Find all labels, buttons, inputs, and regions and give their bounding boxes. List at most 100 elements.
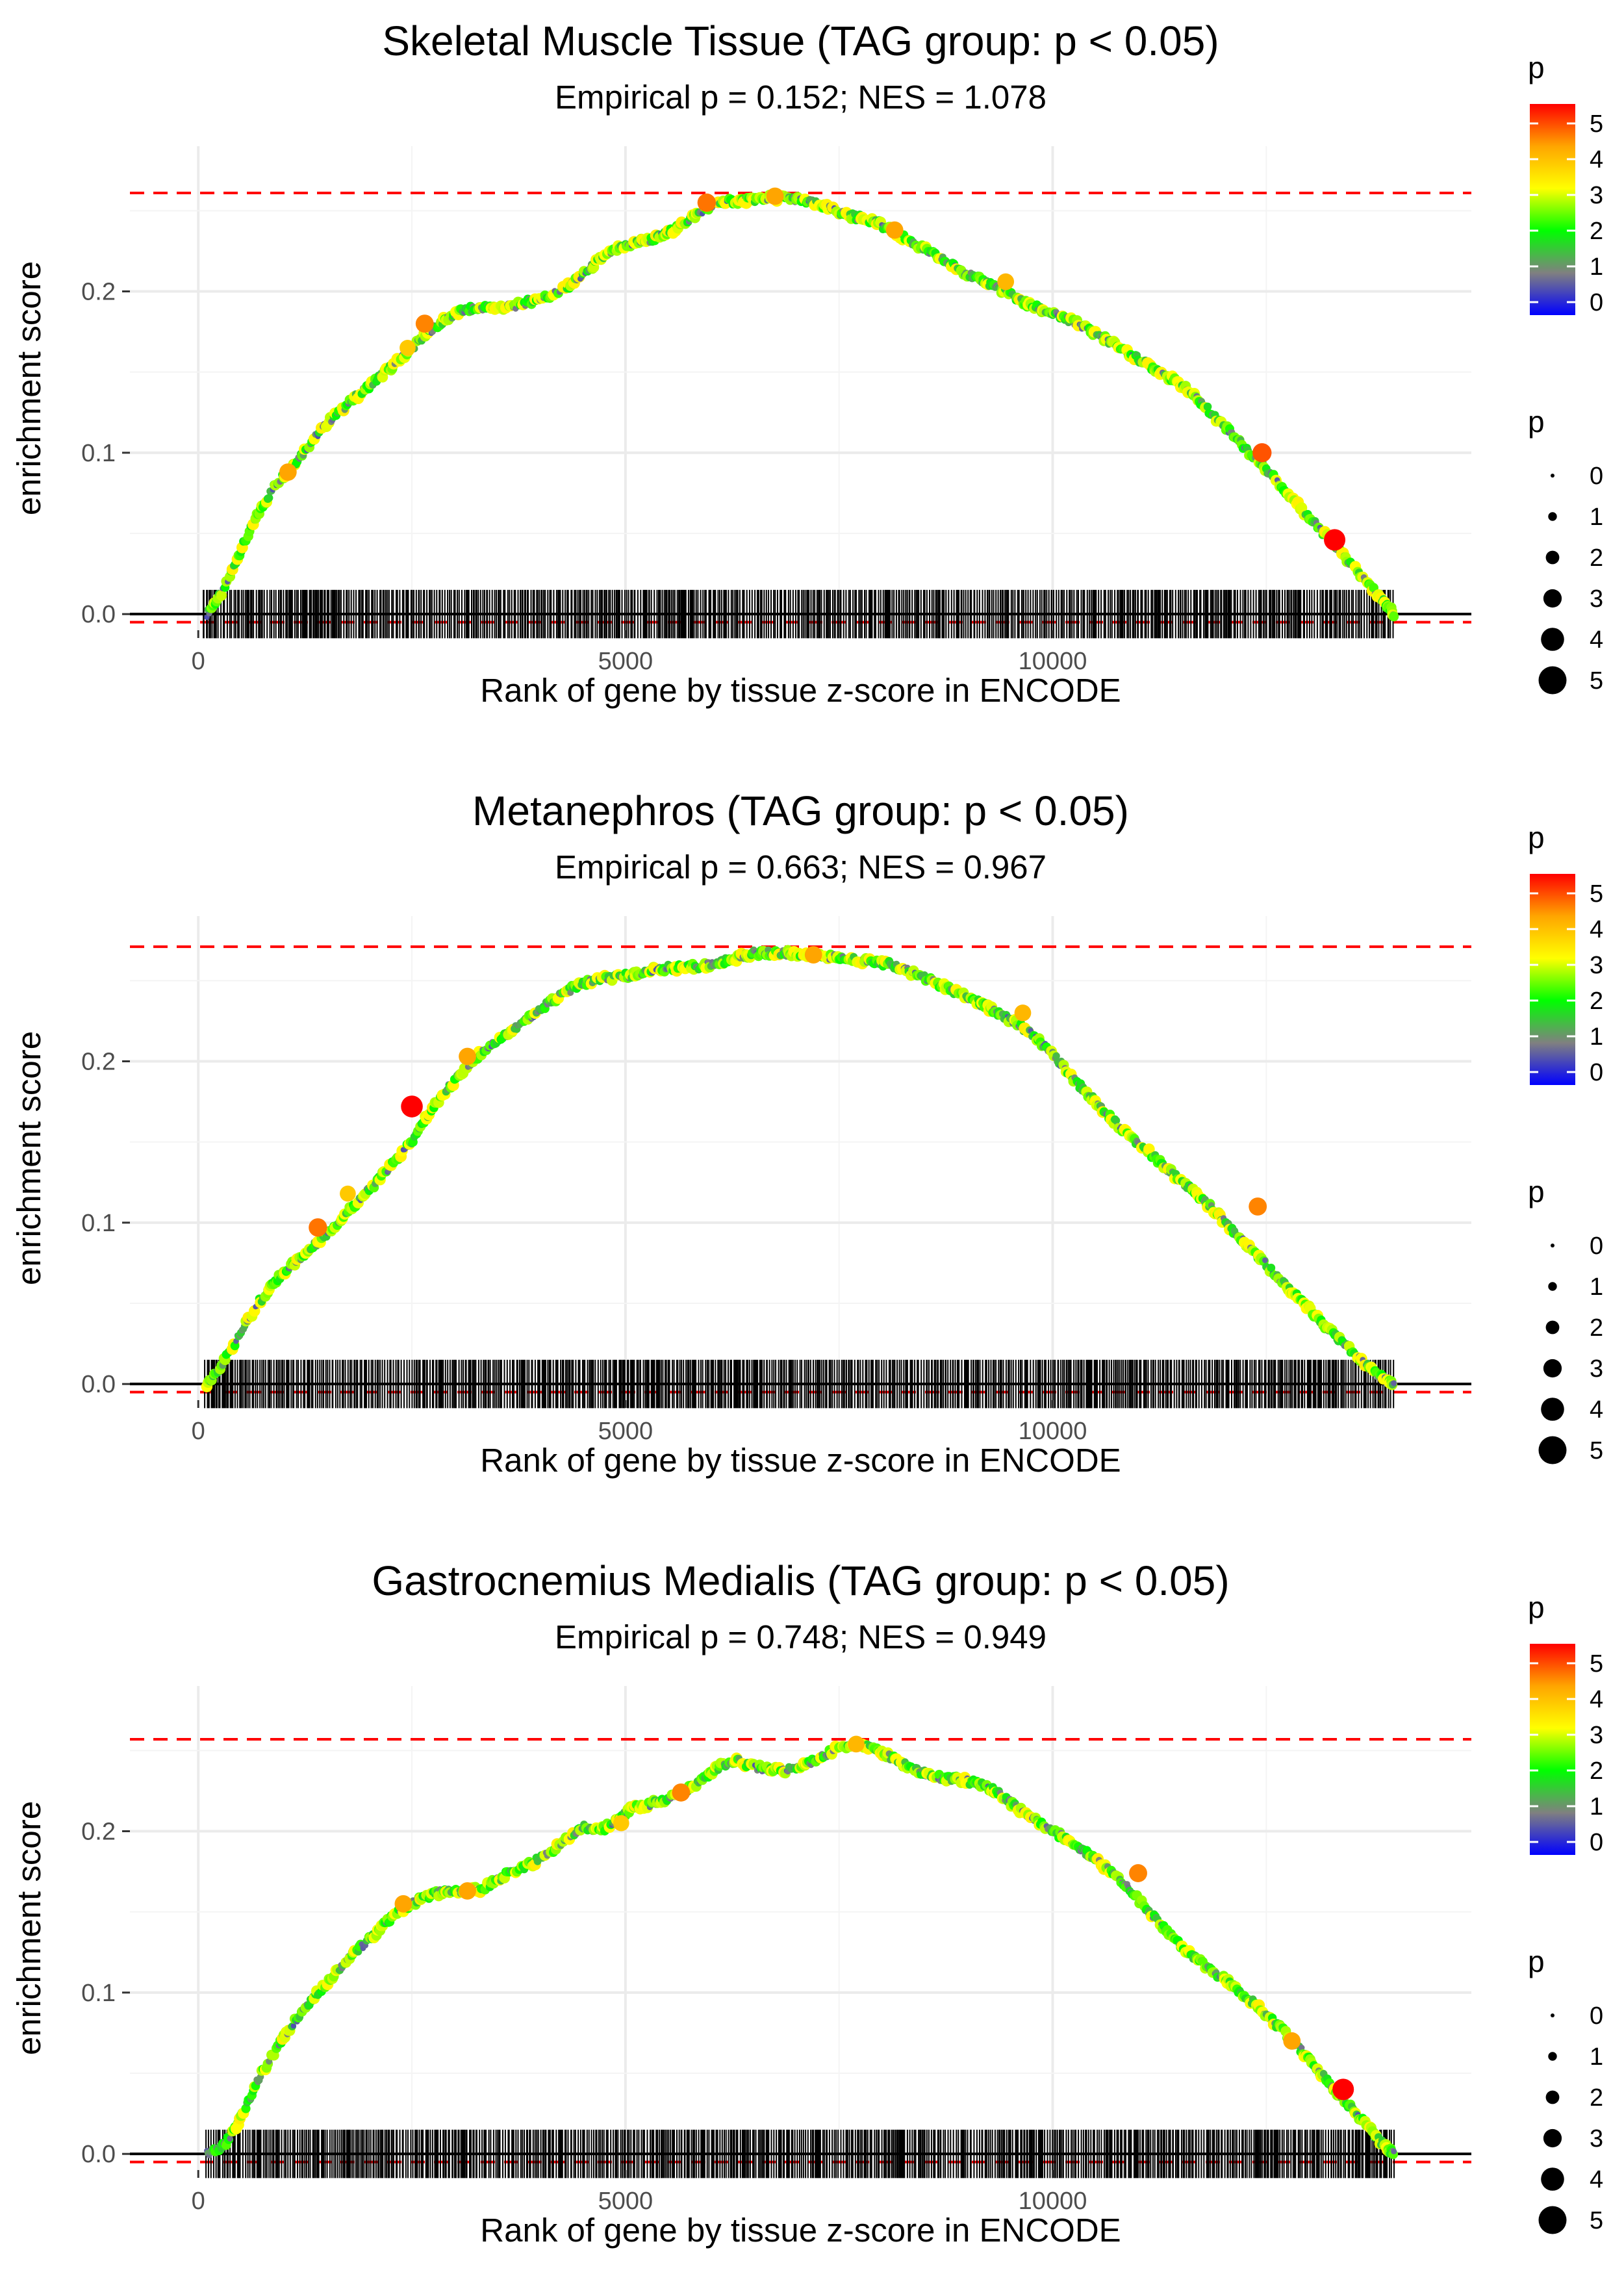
x-axis-title: Rank of gene by tissue z-score in ENCODE [480, 2212, 1121, 2249]
enrichment-point-highlight [804, 946, 822, 964]
enrichment-point [1203, 402, 1212, 411]
size-legend-dot [1548, 2052, 1557, 2061]
enrichment-point-highlight [459, 1047, 476, 1066]
chart-panel-2: Metanephros (TAG group: p < 0.05) Empiric… [10, 787, 1471, 1479]
size-legend-dot [1551, 2013, 1554, 2017]
enrichment-point [216, 590, 227, 601]
enrichment-point-highlight [1283, 2032, 1301, 2050]
enrichment-point-highlight [1014, 1004, 1032, 1021]
size-legend-label: 2 [1590, 2084, 1603, 2112]
y-tick-label: 0.0 [81, 1371, 116, 1398]
enrichment-point [1262, 1257, 1268, 1264]
chart-title: Skeletal Muscle Tissue (TAG group: p < 0… [382, 18, 1219, 64]
enrichment-point [1112, 1116, 1121, 1125]
enrichment-point [1267, 1264, 1276, 1272]
enrichment-point [265, 494, 273, 502]
enrichment-point-highlight [997, 273, 1015, 290]
color-scale-label: 2 [1590, 988, 1603, 1015]
size-legend-dot [1543, 1359, 1562, 1378]
size-legend-dot [1548, 1282, 1557, 1291]
enrichment-point-highlight [394, 1895, 412, 1913]
y-tick-label: 0.2 [81, 279, 116, 306]
size-legend-title: p [1528, 1945, 1545, 1978]
enrichment-point-highlight [401, 1095, 423, 1118]
size-legend-title: p [1528, 1175, 1545, 1208]
chart-panel-3: Gastrocnemius Medialis (TAG group: p < 0… [10, 1557, 1471, 2249]
size-legend-label: 1 [1590, 1273, 1603, 1301]
enrichment-point [1391, 2148, 1397, 2154]
color-scale-label: 1 [1590, 1793, 1603, 1820]
size-legend-label: 4 [1590, 626, 1603, 654]
size-legend-label: 1 [1590, 504, 1603, 531]
x-tick-label: 5000 [598, 1418, 653, 1445]
y-axis-title: enrichment score [10, 261, 47, 515]
color-scale-label: 3 [1590, 952, 1603, 979]
enrichment-point-highlight [459, 1882, 476, 1900]
y-tick-label: 0.1 [81, 1980, 116, 2007]
size-legend-label: 0 [1590, 463, 1603, 490]
enrichment-point [227, 2135, 233, 2142]
size-legend-dot [1551, 1244, 1554, 1247]
size-legend-label: 3 [1590, 1355, 1603, 1383]
enrichment-point [1052, 1052, 1060, 1060]
size-legend-dot [1541, 1398, 1564, 1421]
legend-3: p 5 4 3 2 1 0 p 0 1 2 3 4 5 [1528, 1591, 1603, 2234]
size-legend-label: 5 [1590, 667, 1603, 695]
y-axis-title: enrichment score [10, 1031, 47, 1285]
enrichment-point [1389, 611, 1399, 622]
enrichment-points [201, 945, 1398, 1392]
size-legend-label: 4 [1590, 1396, 1603, 1424]
enrichment-points [204, 187, 1399, 622]
enrichment-point-highlight [672, 1783, 691, 1802]
chart-panel-1: Skeletal Muscle Tissue (TAG group: p < 0… [10, 18, 1471, 709]
enrichment-point-highlight [613, 1815, 629, 1832]
enrichment-point-highlight [340, 1185, 356, 1202]
enrichment-point [1143, 1143, 1155, 1155]
grid [130, 916, 1471, 1400]
color-scale-label: 2 [1590, 218, 1603, 245]
color-scale-bar [1530, 104, 1575, 315]
enrichment-point-highlight [415, 314, 434, 333]
x-axis-title: Rank of gene by tissue z-score in ENCODE [480, 1442, 1121, 1479]
x-tick-label: 0 [192, 648, 205, 675]
size-legend-label: 0 [1590, 2002, 1603, 2030]
size-legend-title: p [1528, 405, 1545, 439]
color-legend-title: p [1528, 821, 1545, 854]
color-scale-bar [1530, 1644, 1575, 1855]
color-scale-label: 0 [1590, 289, 1603, 316]
size-legend-dot [1551, 474, 1554, 478]
y-axis-title: enrichment score [10, 1801, 47, 2055]
color-legend-title: p [1528, 1591, 1545, 1624]
x-tick-label: 0 [192, 1418, 205, 1445]
size-legend-label: 4 [1590, 2166, 1603, 2193]
chart-title: Gastrocnemius Medialis (TAG group: p < 0… [372, 1557, 1229, 1604]
size-legend-label: 5 [1590, 2207, 1603, 2234]
size-legend-dot [1538, 1436, 1567, 1464]
y-tick-label: 0.2 [81, 1819, 116, 1846]
x-tick-label: 0 [192, 2188, 205, 2215]
size-legend-dot [1543, 589, 1562, 608]
color-scale-label: 5 [1590, 110, 1603, 138]
axes: 0 5000 10000 0.0 0.1 0.2 [81, 1819, 1087, 2216]
color-scale-label: 4 [1590, 1686, 1603, 1713]
size-legend-label: 0 [1590, 1233, 1603, 1260]
y-tick-label: 0.0 [81, 2141, 116, 2168]
size-legend-label: 3 [1590, 2125, 1603, 2153]
y-tick-label: 0.1 [81, 1210, 116, 1237]
axes: 0 5000 10000 0.0 0.1 0.2 [81, 279, 1087, 676]
enrichment-point-highlight [1252, 443, 1272, 463]
enrichment-point [1299, 2045, 1305, 2051]
color-scale-label: 3 [1590, 1722, 1603, 1749]
legend-2: p 5 4 3 2 1 0 p 0 1 2 3 4 5 [1528, 821, 1603, 1464]
x-tick-label: 10000 [1019, 648, 1087, 675]
enrichment-point-highlight [766, 187, 784, 205]
enrichment-point-highlight [848, 1735, 865, 1753]
x-axis-title: Rank of gene by tissue z-score in ENCODE [480, 672, 1121, 709]
color-scale-label: 5 [1590, 1650, 1603, 1678]
chart-title: Metanephros (TAG group: p < 0.05) [472, 787, 1129, 834]
size-legend-dot [1538, 666, 1567, 695]
size-legend-dot [1545, 2090, 1560, 2104]
enrichment-point-highlight [309, 1218, 327, 1237]
legend-1: p 5 4 3 2 1 0 p 0 1 2 3 4 5 [1528, 51, 1603, 695]
